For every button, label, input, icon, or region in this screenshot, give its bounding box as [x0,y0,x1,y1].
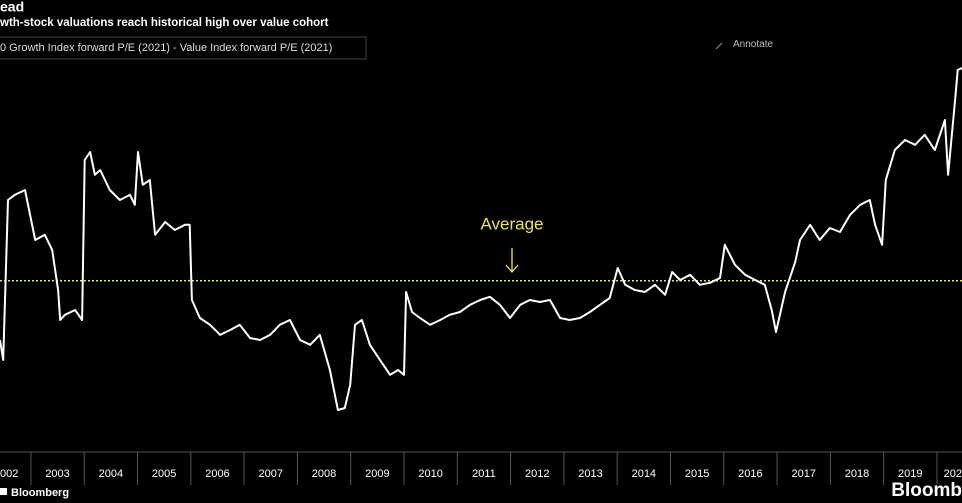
x-tick-label: 202 [944,468,962,480]
chart-subtitle: wth-stock valuations reach historical hi… [0,17,329,29]
x-tick-label: 2016 [738,468,762,480]
x-tick-label: 002 [0,468,18,480]
x-tick-label: 2005 [152,468,176,480]
x-tick-label: 2018 [845,468,869,480]
annotation: Average [480,214,543,233]
x-tick-label: 2011 [472,468,496,480]
x-tick-label: 2003 [45,468,69,480]
annotate-button-bg[interactable] [708,35,784,54]
x-tick-label: 2009 [365,468,389,480]
data-line [0,67,962,411]
x-tick-label: 2015 [685,468,709,480]
x-tick-label: 2014 [632,468,656,480]
x-tick-label: 2010 [418,468,442,480]
chart-title: ead [0,0,24,15]
x-tick-label: 2008 [312,468,336,480]
x-tick-label: 2012 [525,468,549,480]
legend-label: 0 Growth Index forward P/E (2021) - Valu… [0,42,332,54]
brand: Bloomb [891,480,962,501]
x-tick-label: 2004 [99,468,123,480]
x-tick-label: 2013 [578,468,602,480]
annotate-label[interactable]: Annotate [733,39,773,50]
source-icon [0,488,7,495]
legend-box [0,36,367,60]
pen-icon [715,42,723,50]
x-tick-label: 2017 [791,468,815,480]
annotate-button[interactable]: Annotate [708,35,784,54]
source: Bloomberg [11,487,69,499]
x-tick-label: 2019 [898,468,922,480]
x-tick-label: 2006 [205,468,229,480]
annotation-arrow [505,248,519,273]
x-tick-label: 2007 [259,468,283,480]
